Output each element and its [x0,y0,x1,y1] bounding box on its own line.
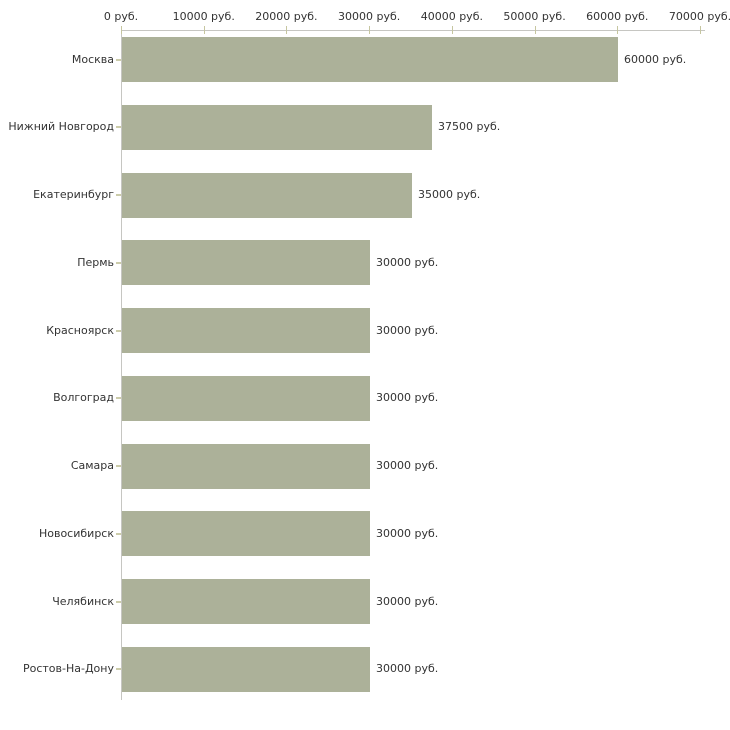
category-label: Волгоград [53,391,114,404]
bar [122,376,370,421]
value-label: 30000 руб. [376,391,439,404]
bar [122,444,370,489]
category-tick-mark [116,465,121,467]
bar [122,647,370,692]
value-label: 30000 руб. [376,662,439,675]
bar [122,579,370,624]
x-tick-label: 0 руб. [103,10,139,23]
category-label: Самара [70,459,114,472]
x-tick-mark [203,26,205,34]
bar [122,511,370,556]
bar [122,308,370,353]
value-label: 35000 руб. [418,188,481,201]
x-tick-label: 10000 руб. [172,10,235,23]
category-tick-mark [116,194,121,196]
x-tick-mark [451,26,453,34]
bar [122,240,370,285]
category-label: Москва [71,53,114,66]
value-label: 30000 руб. [376,527,439,540]
x-tick-mark [534,26,536,34]
x-tick-label: 30000 руб. [338,10,401,23]
category-tick-mark [116,126,121,128]
category-label: Пермь [77,256,114,269]
x-tick-label: 20000 руб. [255,10,318,23]
y-axis-line [121,30,122,700]
category-tick-mark [116,397,121,399]
bar [122,105,432,150]
category-label: Нижний Новгород [8,120,114,133]
category-tick-mark [116,262,121,264]
value-label: 30000 руб. [376,459,439,472]
category-tick-mark [116,668,121,670]
x-tick-label: 40000 руб. [420,10,483,23]
category-tick-mark [116,59,121,61]
category-tick-mark [116,533,121,535]
category-tick-mark [116,330,121,332]
value-label: 60000 руб. [624,53,687,66]
x-tick-mark [121,26,122,34]
x-tick-label: 70000 руб. [668,10,730,23]
bar [122,37,618,82]
x-tick-mark [369,26,371,34]
x-tick-mark [286,26,288,34]
category-label: Екатеринбург [33,188,114,201]
x-tick-label: 60000 руб. [586,10,649,23]
value-label: 30000 руб. [376,595,439,608]
bar [122,173,412,218]
x-tick-mark [617,26,619,34]
category-label: Новосибирск [38,527,114,540]
category-label: Челябинск [52,595,114,608]
value-label: 37500 руб. [438,120,501,133]
value-label: 30000 руб. [376,324,439,337]
category-label: Красноярск [46,324,114,337]
category-tick-mark [116,601,121,603]
x-tick-mark [700,26,701,34]
x-tick-label: 50000 руб. [503,10,566,23]
value-label: 30000 руб. [376,256,439,269]
category-label: Ростов-На-Дону [22,662,114,675]
x-axis-line [121,30,705,31]
